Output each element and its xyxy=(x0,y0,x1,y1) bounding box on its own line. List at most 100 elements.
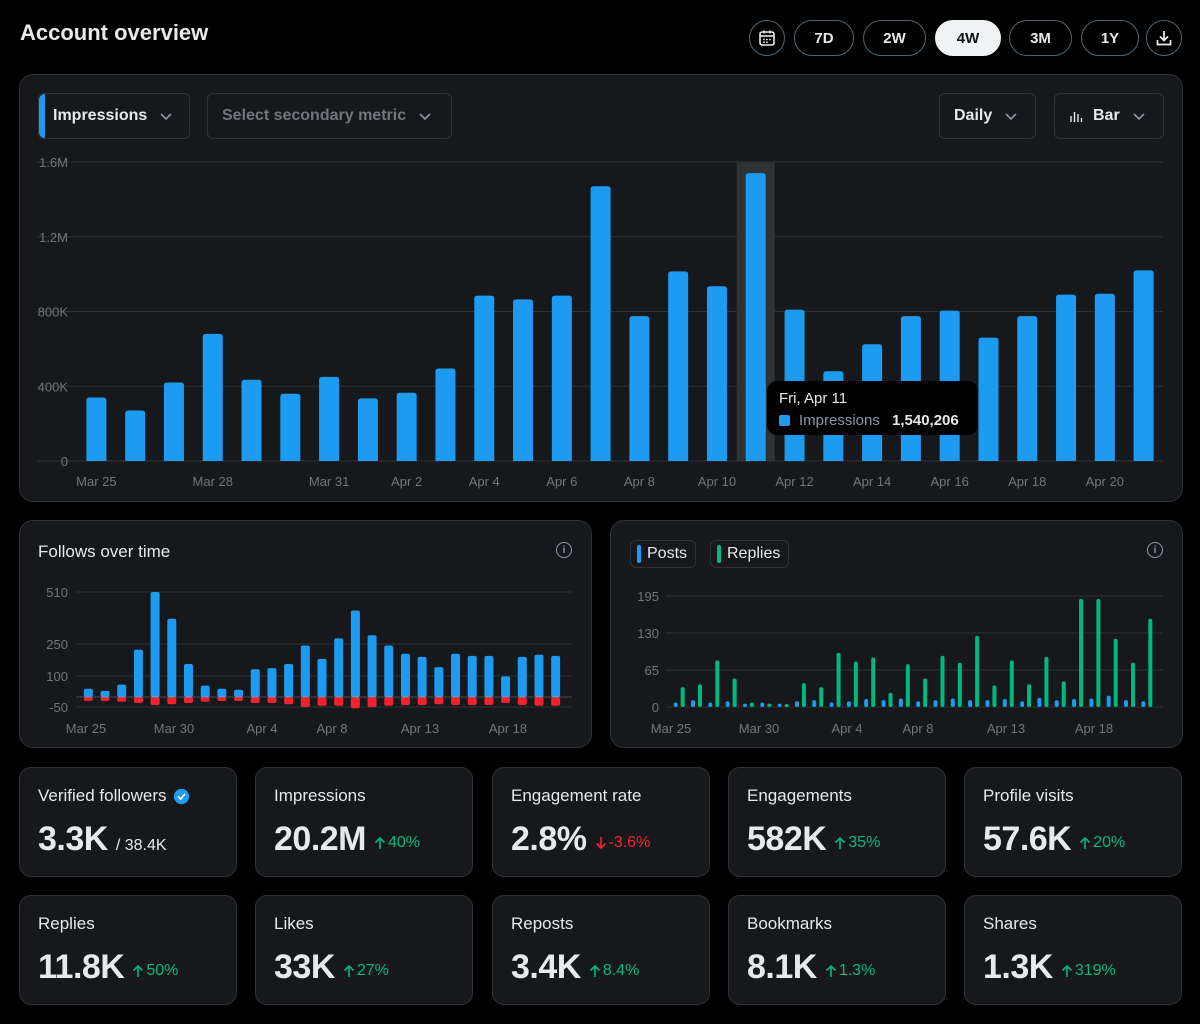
follows-bar[interactable] xyxy=(534,654,544,697)
stat-card-impressions[interactable]: Impressions 20.2M 40% xyxy=(255,767,473,877)
range-2w-button[interactable]: 2W xyxy=(863,20,926,56)
posts-bar[interactable] xyxy=(933,700,938,707)
posts-bar[interactable] xyxy=(690,700,695,707)
unfollows-bar[interactable] xyxy=(100,697,110,701)
replies-bar[interactable] xyxy=(888,692,893,707)
follows-bar[interactable] xyxy=(183,664,193,697)
stat-card-bookmarks[interactable]: Bookmarks 8.1K 1.3% xyxy=(728,895,946,1005)
bar[interactable] xyxy=(319,376,340,461)
follows-bar[interactable] xyxy=(367,635,377,697)
unfollows-bar[interactable] xyxy=(183,697,193,703)
posts-bar[interactable] xyxy=(760,702,765,707)
range-3m-button[interactable]: 3M xyxy=(1009,20,1072,56)
range-1y-button[interactable]: 1Y xyxy=(1081,20,1139,56)
info-icon[interactable]: i xyxy=(556,542,572,558)
posts-bar[interactable] xyxy=(742,703,747,707)
posts-bar[interactable] xyxy=(985,700,990,707)
stat-card-engagement-rate[interactable]: Engagement rate 2.8% -3.6% xyxy=(492,767,710,877)
replies-bar[interactable] xyxy=(1113,638,1118,707)
follows-bar[interactable] xyxy=(284,664,294,697)
unfollows-bar[interactable] xyxy=(467,697,477,705)
bar[interactable] xyxy=(357,398,378,461)
replies-bar[interactable] xyxy=(1148,618,1153,707)
posts-bar[interactable] xyxy=(1054,700,1059,707)
follows-bar[interactable] xyxy=(451,653,461,697)
follows-bar[interactable] xyxy=(167,618,177,697)
bar[interactable] xyxy=(1094,293,1115,461)
posts-bar[interactable] xyxy=(812,700,817,707)
bar[interactable] xyxy=(590,186,611,461)
follows-bar[interactable] xyxy=(551,655,561,697)
bar[interactable] xyxy=(668,271,689,461)
posts-bar[interactable] xyxy=(794,701,799,707)
replies-bar[interactable] xyxy=(1009,660,1014,707)
calendar-button[interactable] xyxy=(749,20,785,56)
posts-bar[interactable] xyxy=(673,702,678,707)
range-7d-button[interactable]: 7D xyxy=(794,20,854,56)
replies-bar[interactable] xyxy=(905,664,910,707)
posts-bar[interactable] xyxy=(1124,700,1129,707)
posts-bar[interactable] xyxy=(725,701,730,707)
follows-bar[interactable] xyxy=(334,638,344,697)
legend-posts[interactable]: Posts xyxy=(630,540,697,568)
unfollows-bar[interactable] xyxy=(534,697,544,706)
follows-bar[interactable] xyxy=(267,668,277,697)
posts-bar[interactable] xyxy=(1141,701,1146,707)
stat-card-reposts[interactable]: Reposts 3.4K 8.4% xyxy=(492,895,710,1005)
posts-bar[interactable] xyxy=(1072,699,1077,707)
follows-bar[interactable] xyxy=(467,655,477,697)
posts-bar[interactable] xyxy=(1020,701,1025,707)
replies-bar[interactable] xyxy=(853,661,858,707)
posts-bar[interactable] xyxy=(846,701,851,707)
follows-bar[interactable] xyxy=(517,656,527,697)
follows-bar[interactable] xyxy=(133,649,143,697)
replies-bar[interactable] xyxy=(749,702,754,707)
unfollows-bar[interactable] xyxy=(417,697,427,705)
unfollows-bar[interactable] xyxy=(200,697,210,702)
follows-bar[interactable] xyxy=(83,688,93,697)
replies-bar[interactable] xyxy=(923,678,928,707)
unfollows-bar[interactable] xyxy=(267,697,277,703)
replies-bar[interactable] xyxy=(697,684,702,707)
follows-bar[interactable] xyxy=(200,685,210,697)
replies-bar[interactable] xyxy=(871,657,876,707)
replies-bar[interactable] xyxy=(801,683,806,707)
unfollows-bar[interactable] xyxy=(551,697,561,706)
unfollows-bar[interactable] xyxy=(167,697,177,705)
unfollows-bar[interactable] xyxy=(150,697,160,705)
bar[interactable] xyxy=(280,393,301,461)
posts-bar[interactable] xyxy=(777,703,782,707)
bar[interactable] xyxy=(629,316,650,461)
bar[interactable] xyxy=(706,286,727,461)
bar[interactable] xyxy=(86,397,107,461)
posts-bar[interactable] xyxy=(898,698,903,707)
unfollows-bar[interactable] xyxy=(334,697,344,706)
secondary-metric-dropdown[interactable]: Select secondary metric xyxy=(207,93,452,139)
unfollows-bar[interactable] xyxy=(434,697,444,705)
stat-card-shares[interactable]: Shares 1.3K 319% xyxy=(964,895,1182,1005)
replies-bar[interactable] xyxy=(1061,681,1066,707)
unfollows-bar[interactable] xyxy=(133,697,143,703)
follows-bar[interactable] xyxy=(300,645,310,697)
unfollows-bar[interactable] xyxy=(234,697,244,701)
posts-replies-bar-chart[interactable]: 0 65 130 195 Mar 25 Mar 30 Apr 4 Apr 8 Apr 13 Apr… xyxy=(0,0,1200,748)
bar[interactable] xyxy=(1056,294,1077,461)
replies-bar[interactable] xyxy=(975,635,980,707)
chart-type-dropdown[interactable]: Bar xyxy=(1054,93,1164,139)
replies-bar[interactable] xyxy=(680,687,685,707)
replies-bar[interactable] xyxy=(836,652,841,707)
unfollows-bar[interactable] xyxy=(451,697,461,705)
unfollows-bar[interactable] xyxy=(83,697,93,701)
granularity-dropdown[interactable]: Daily xyxy=(939,93,1036,139)
replies-bar[interactable] xyxy=(1027,684,1032,707)
replies-bar[interactable] xyxy=(957,662,962,707)
unfollows-bar[interactable] xyxy=(501,697,511,703)
unfollows-bar[interactable] xyxy=(400,697,410,705)
follows-bar[interactable] xyxy=(501,676,511,697)
stat-card-engagements[interactable]: Engagements 582K 35% xyxy=(728,767,946,877)
range-4w-button[interactable]: 4W xyxy=(935,20,1001,56)
replies-bar[interactable] xyxy=(1044,656,1049,707)
posts-bar[interactable] xyxy=(1037,697,1042,707)
bar[interactable] xyxy=(435,368,456,461)
bar[interactable] xyxy=(551,295,572,461)
